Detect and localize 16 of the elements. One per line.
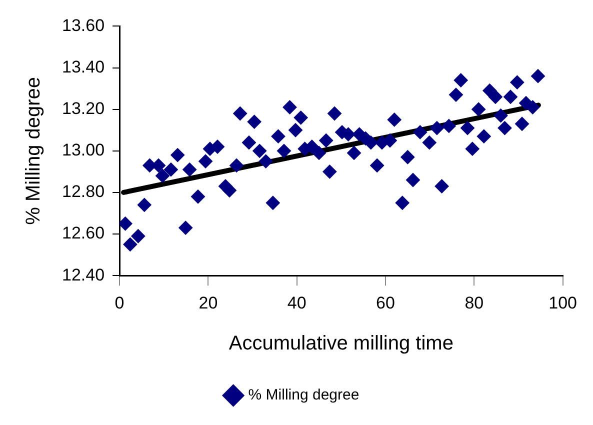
y-tick-label: 12.80: [62, 182, 105, 202]
y-tick-label: 13.00: [62, 140, 105, 160]
x-tick-label: 80: [464, 293, 484, 312]
x-axis-title: Accumulative milling time: [228, 332, 454, 355]
y-tick-label: 12.40: [62, 265, 105, 284]
y-tick-label: 13.40: [62, 57, 105, 76]
x-tick-label: 20: [198, 293, 218, 312]
legend-label: % Milling degree: [248, 386, 360, 404]
x-tick-label: 100: [548, 293, 578, 312]
x-tick-label: 0: [114, 293, 124, 312]
y-tick-label: 13.60: [62, 16, 105, 35]
y-tick-label: 12.60: [62, 224, 105, 243]
x-tick-label: 40: [287, 293, 306, 312]
x-tick-label: 60: [376, 293, 395, 312]
y-tick-label: 13.20: [62, 99, 105, 118]
y-axis-title: % Milling degree: [22, 76, 45, 225]
